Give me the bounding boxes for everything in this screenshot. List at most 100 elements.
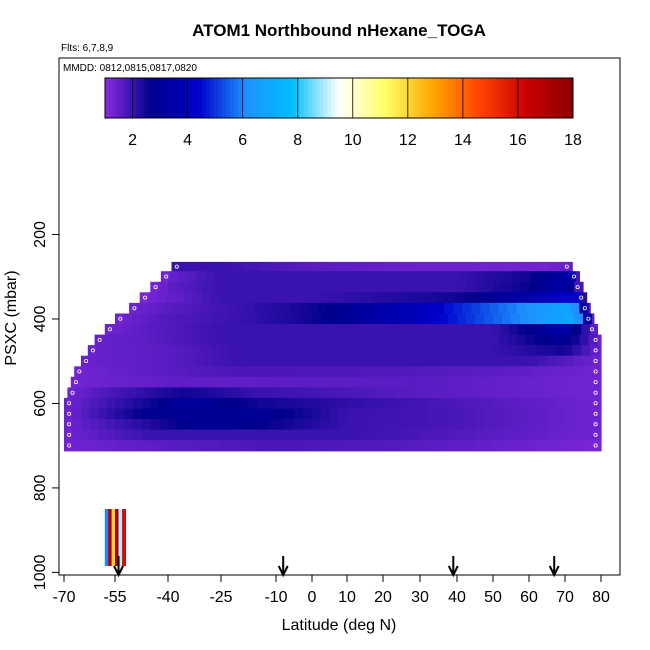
heatmap-cell (455, 324, 465, 336)
heatmap-cell (520, 281, 530, 293)
heatmap-cell (347, 408, 357, 420)
heatmap-cell (176, 429, 187, 441)
colorbar-swatch (292, 78, 297, 118)
heatmap-cell (482, 345, 492, 357)
heatmap-cell (123, 355, 134, 367)
heatmap-cell (329, 429, 339, 441)
colorbar-swatch (151, 78, 157, 118)
heatmap-cell (473, 345, 483, 357)
heatmap-cell (270, 387, 281, 399)
heatmap-cell (312, 429, 322, 441)
heatmap-cell (106, 429, 116, 441)
heatmap-cell (288, 387, 299, 399)
heatmap-cell (230, 408, 240, 420)
heatmap-cell (150, 355, 160, 367)
heatmap-cell (390, 376, 401, 388)
heatmap-cell (183, 345, 194, 357)
heatmap-cell (423, 261, 434, 272)
heatmap-cell (292, 376, 302, 388)
heatmap-cell (500, 292, 510, 304)
heatmap-cell (579, 302, 589, 315)
heatmap-cell (505, 261, 516, 272)
colorbar-swatch (300, 78, 305, 118)
heatmap-cell (538, 429, 548, 441)
heatmap-cell (491, 324, 501, 336)
chart-title: ATOM1 Northbound nHexane_TOGA (192, 21, 486, 40)
heatmap-cell (386, 387, 397, 399)
heatmap-cell (347, 355, 357, 367)
heatmap-cell (536, 345, 546, 357)
heatmap-cell (130, 376, 141, 388)
colorbar-swatch (218, 78, 223, 118)
heatmap-cell (338, 313, 348, 325)
colorbar-swatch (342, 78, 348, 118)
heatmap-cell (94, 334, 104, 346)
heatmap-cell (198, 387, 208, 399)
heatmap-cell (523, 387, 534, 399)
heatmap-cell (303, 408, 313, 420)
heatmap-cell (525, 302, 535, 315)
colorbar-swatch (159, 78, 164, 118)
sample-point (67, 432, 72, 437)
heatmap-cell (295, 271, 306, 283)
heatmap-cell (155, 302, 165, 315)
heatmap-cell (203, 355, 213, 367)
heatmap-cell (206, 261, 217, 272)
heatmap-cell (212, 408, 222, 420)
heatmap-cell (266, 440, 277, 452)
heatmap-cell (494, 366, 505, 378)
heatmap-cell (241, 366, 251, 378)
heatmap-cell (559, 261, 570, 272)
heatmap-cell (484, 408, 494, 420)
colorbar-swatch (440, 78, 445, 118)
heatmap-cell (541, 387, 552, 399)
colorbar-swatch (526, 78, 531, 118)
heatmap-cell (505, 387, 516, 399)
heatmap-cell (257, 313, 268, 325)
heatmap-cell (120, 334, 130, 346)
heatmap-cell (475, 440, 485, 452)
heatmap-cell (333, 387, 343, 399)
heatmap-cell (246, 324, 257, 336)
heatmap-cell (306, 387, 317, 399)
heatmap-cell (324, 387, 334, 399)
heatmap-cell (203, 440, 213, 452)
heatmap-cell (185, 397, 196, 410)
heatmap-cell (410, 408, 421, 420)
heatmap-cell (254, 302, 264, 315)
heatmap-cell (166, 376, 176, 388)
heatmap-cell (538, 397, 548, 410)
heatmap-cell (276, 355, 286, 367)
heatmap-cell (248, 355, 259, 367)
heatmap-cell (556, 440, 566, 452)
heatmap-cell (561, 302, 571, 315)
heatmap-cell (199, 334, 210, 346)
heatmap-cell (301, 376, 311, 388)
heatmap-cell (438, 397, 449, 410)
heatmap-cell (357, 366, 368, 378)
heatmap-cell (487, 261, 498, 272)
heatmap-cell (276, 419, 286, 431)
heatmap-cell (326, 334, 336, 346)
heatmap-cell (375, 271, 386, 283)
heatmap-cell (436, 345, 447, 357)
colorbar-swatch (549, 78, 554, 118)
heatmap-cell (418, 324, 428, 336)
heatmap-cell (482, 376, 492, 388)
heatmap-cell (185, 429, 196, 441)
heatmap-cell (520, 355, 530, 367)
heatmap-cell (164, 334, 174, 346)
heatmap-cell (338, 429, 348, 441)
heatmap-cell (255, 292, 266, 304)
colorbar-swatch (389, 78, 395, 118)
heatmap-cell (392, 355, 403, 367)
heatmap-cell (301, 324, 311, 336)
heatmap-cell (219, 292, 229, 304)
heatmap-cell (348, 366, 359, 378)
heatmap-cell (132, 440, 143, 452)
heatmap-cell (397, 302, 408, 315)
heatmap-cell (529, 429, 539, 441)
colorbar-swatch (331, 78, 336, 118)
sample-point (593, 380, 598, 385)
colorbar-swatch (210, 78, 215, 118)
